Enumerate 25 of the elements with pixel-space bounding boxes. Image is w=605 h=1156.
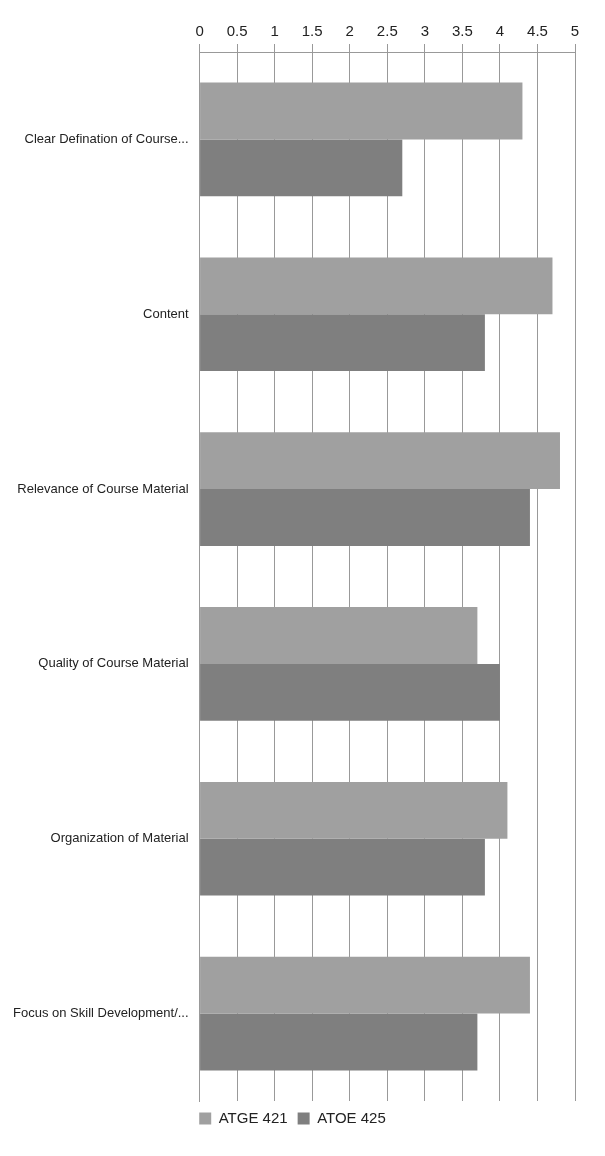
legend-label: ATOE 425 <box>317 1108 386 1126</box>
y-tick-label: Relevance of Course Material <box>17 480 189 496</box>
x-tick-label: 2 <box>345 22 354 40</box>
x-tick-label: 0 <box>195 22 204 40</box>
bar <box>200 489 530 546</box>
x-tick-label: 4 <box>495 22 505 40</box>
bar <box>200 314 485 372</box>
y-tick-label: Content <box>143 305 189 321</box>
x-tick-label: 3 <box>420 22 429 40</box>
y-tick-label: Focus on Skill Development/... <box>13 1005 189 1021</box>
x-tick-label: 2.5 <box>376 22 398 40</box>
x-tick-label: 0.5 <box>226 22 248 40</box>
x-tick-label: 3.5 <box>451 22 473 40</box>
bar <box>200 838 485 896</box>
x-tick-label: 5 <box>570 22 580 40</box>
x-tick-label: 1 <box>270 22 279 40</box>
bar <box>200 663 500 721</box>
bar <box>200 1013 478 1071</box>
y-tick-label: Organization of Material <box>50 830 189 846</box>
x-tick-label: 4.5 <box>527 22 548 40</box>
y-tick-label: Quality of Course Material <box>38 655 189 671</box>
x-tick-label: 1.5 <box>301 22 323 40</box>
bar <box>200 139 403 197</box>
legend-label: ATGE 421 <box>218 1108 288 1126</box>
y-tick-label: Clear Defination of Course... <box>24 130 189 146</box>
